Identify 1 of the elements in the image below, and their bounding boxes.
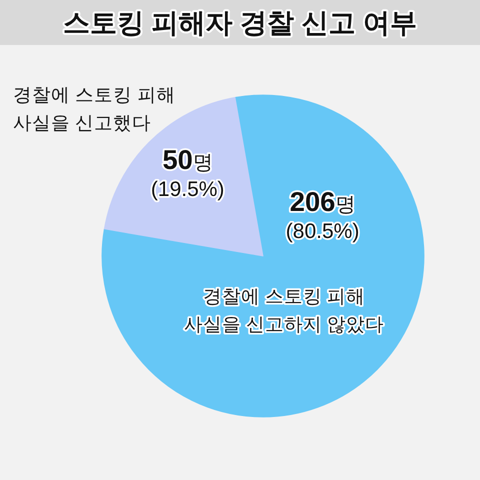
title: 스토킹 피해자 경찰 신고 여부: [63, 8, 417, 38]
